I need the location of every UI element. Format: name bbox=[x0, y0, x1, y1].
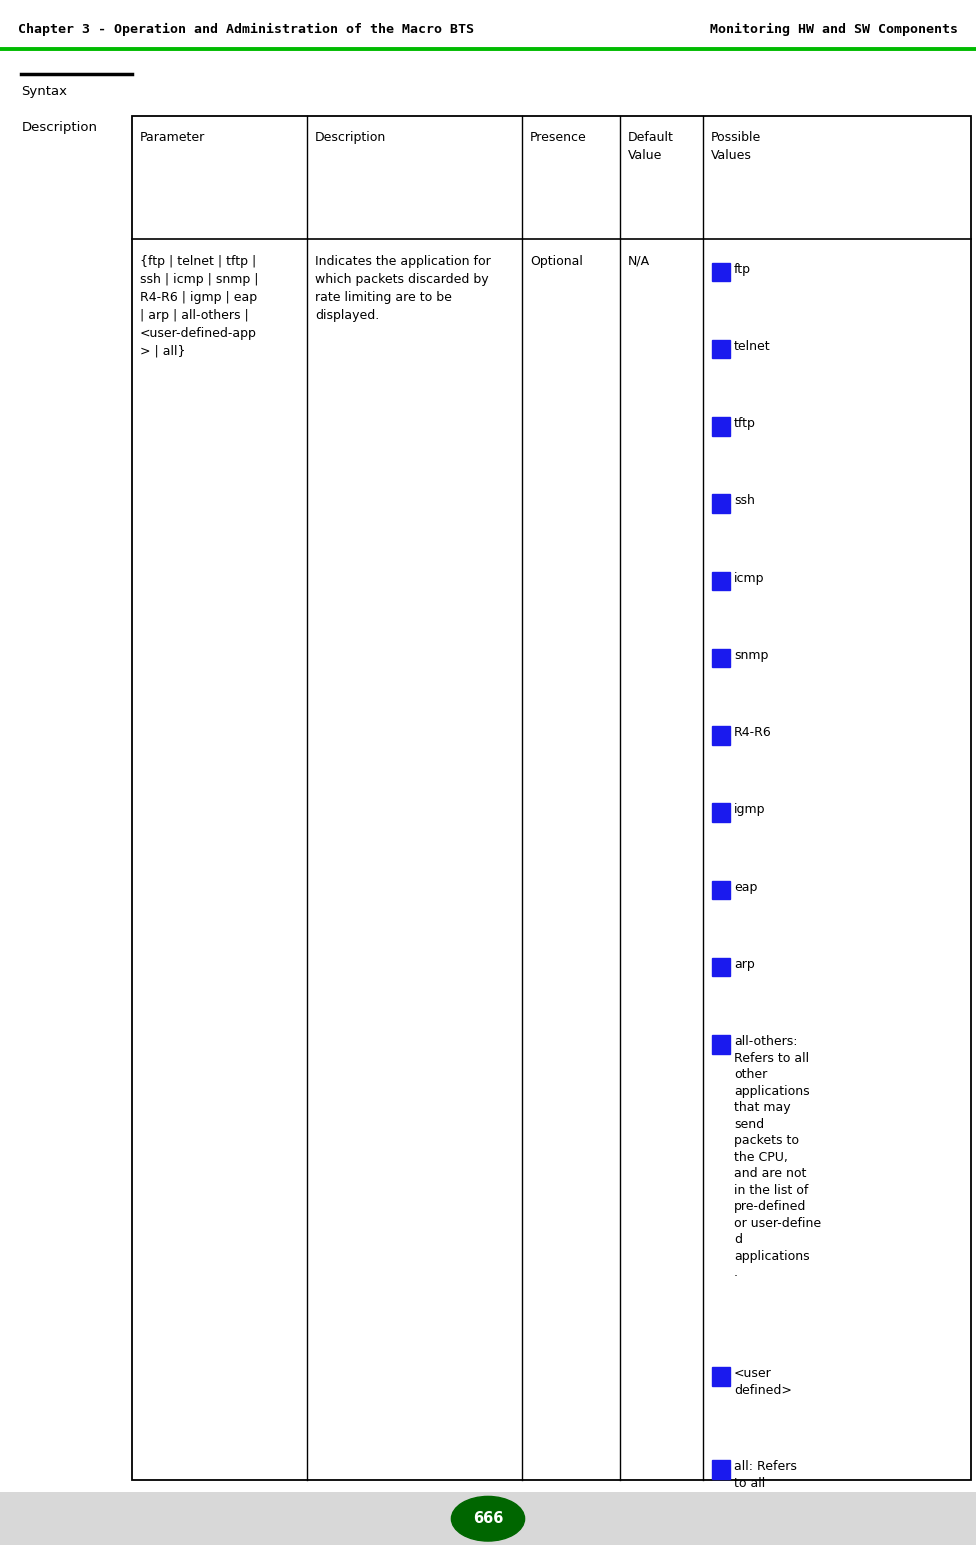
Bar bbox=[712, 1367, 730, 1386]
Text: tftp: tftp bbox=[734, 417, 755, 430]
Text: Parameter: Parameter bbox=[140, 131, 205, 144]
Text: Possible
Values: Possible Values bbox=[711, 131, 760, 162]
Text: icmp: icmp bbox=[734, 572, 764, 584]
Bar bbox=[712, 803, 730, 822]
Text: System Manual: System Manual bbox=[832, 1511, 958, 1526]
Text: arp: arp bbox=[734, 958, 754, 970]
Bar bbox=[712, 417, 730, 436]
Text: R4-R6: R4-R6 bbox=[734, 726, 772, 739]
Text: N/A: N/A bbox=[628, 255, 650, 267]
Text: igmp: igmp bbox=[734, 803, 765, 816]
Text: telnet: telnet bbox=[734, 340, 771, 352]
Bar bbox=[712, 1460, 730, 1479]
Bar bbox=[712, 263, 730, 281]
Text: ftp: ftp bbox=[734, 263, 751, 275]
Text: snmp: snmp bbox=[734, 649, 768, 661]
Bar bbox=[712, 572, 730, 590]
Text: all-others:
Refers to all
other
applications
that may
send
packets to
the CPU,
a: all-others: Refers to all other applicat… bbox=[734, 1035, 821, 1279]
Bar bbox=[712, 726, 730, 745]
Text: Indicates the application for
which packets discarded by
rate limiting are to be: Indicates the application for which pack… bbox=[315, 255, 491, 321]
Text: Description: Description bbox=[21, 121, 98, 133]
Text: <user
defined>: <user defined> bbox=[734, 1367, 792, 1397]
Text: Default
Value: Default Value bbox=[628, 131, 673, 162]
Bar bbox=[712, 340, 730, 358]
Bar bbox=[132, 116, 971, 1480]
Text: 666: 666 bbox=[472, 1511, 504, 1526]
Bar bbox=[0, 1492, 976, 1545]
Text: Monitoring HW and SW Components: Monitoring HW and SW Components bbox=[711, 23, 958, 36]
Bar bbox=[712, 881, 730, 899]
Text: Syntax: Syntax bbox=[21, 85, 67, 97]
Bar bbox=[712, 649, 730, 667]
Text: {ftp | telnet | tftp |
ssh | icmp | snmp |
R4-R6 | igmp | eap
| arp | all-others: {ftp | telnet | tftp | ssh | icmp | snmp… bbox=[140, 255, 258, 358]
Bar bbox=[712, 958, 730, 976]
Text: eap: eap bbox=[734, 881, 757, 893]
Ellipse shape bbox=[451, 1497, 525, 1540]
Text: Presence: Presence bbox=[530, 131, 587, 144]
Text: all: Refers
to all
applications
that may
attempt to
send
packets to
the CPU.: all: Refers to all applications that may… bbox=[734, 1460, 809, 1545]
Text: 4Motion: 4Motion bbox=[18, 1511, 85, 1526]
Text: Description: Description bbox=[315, 131, 386, 144]
Bar bbox=[712, 494, 730, 513]
Bar bbox=[712, 1035, 730, 1054]
Text: Optional: Optional bbox=[530, 255, 583, 267]
Text: Chapter 3 - Operation and Administration of the Macro BTS: Chapter 3 - Operation and Administration… bbox=[18, 23, 473, 36]
Text: ssh: ssh bbox=[734, 494, 754, 507]
